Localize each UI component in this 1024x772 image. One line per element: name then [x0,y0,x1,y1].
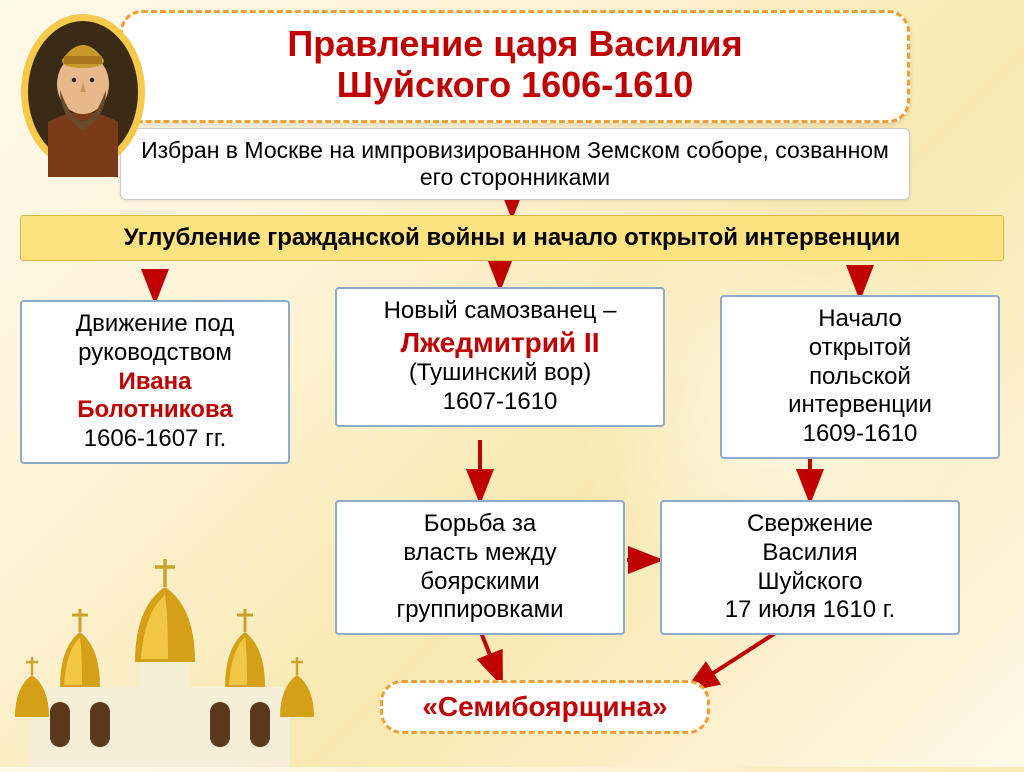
subtitle-box: Избран в Москве на импровизированном Зем… [120,128,910,200]
banner-text: Углубление гражданской войны и начало от… [124,224,900,251]
final-text: «Семибоярщина» [422,691,667,722]
node-boyar-l2: власть между [353,539,607,568]
node-lzhedmitry: Новый самозванец – Лжедмитрий II (Тушинс… [335,287,665,427]
node-boyar-l4: группировками [353,596,607,625]
node-bolotnikov-post: 1606-1607 гг. [38,425,272,454]
title-box: Правление царя Василия Шуйского 1606-161… [120,10,910,123]
node-lzhedmitry-sub1: (Тушинский вор) [353,359,647,388]
node-overthrow-l1: Свержение [678,510,942,539]
cathedral-icon [0,547,340,767]
subtitle-text: Избран в Москве на импровизированном Зем… [141,137,889,190]
node-boyar-l1: Борьба за [353,510,607,539]
node-semiboyarshchina: «Семибоярщина» [380,680,710,734]
node-intervention-l1: Начало [738,305,982,334]
node-boyar-struggle: Борьба за власть между боярскими группир… [335,500,625,635]
node-overthrow-l4: 17 июля 1610 г. [678,596,942,625]
tsar-portrait [18,12,148,177]
node-lzhedmitry-sub2: 1607-1610 [353,388,647,417]
node-intervention-l2: открытой [738,334,982,363]
node-intervention: Начало открытой польской интервенции 160… [720,295,1000,459]
node-overthrow-l3: Шуйского [678,568,942,597]
title-line2: Шуйского 1606-1610 [153,64,877,105]
node-bolotnikov-pre: Движение под руководством [38,310,272,368]
node-intervention-l4: интервенции [738,391,982,420]
node-overthrow: Свержение Василия Шуйского 17 июля 1610 … [660,500,960,635]
node-lzhedmitry-pre: Новый самозванец – [353,297,647,326]
title-line1: Правление царя Василия [153,23,877,64]
node-intervention-l3: польской [738,363,982,392]
node-boyar-l3: боярскими [353,568,607,597]
node-bolotnikov-emph: Ивана Болотникова [38,368,272,426]
node-lzhedmitry-emph: Лжедмитрий II [353,326,647,360]
node-bolotnikov: Движение под руководством Ивана Болотник… [20,300,290,464]
node-intervention-l5: 1609-1610 [738,420,982,449]
banner-box: Углубление гражданской войны и начало от… [20,215,1004,261]
node-overthrow-l2: Василия [678,539,942,568]
